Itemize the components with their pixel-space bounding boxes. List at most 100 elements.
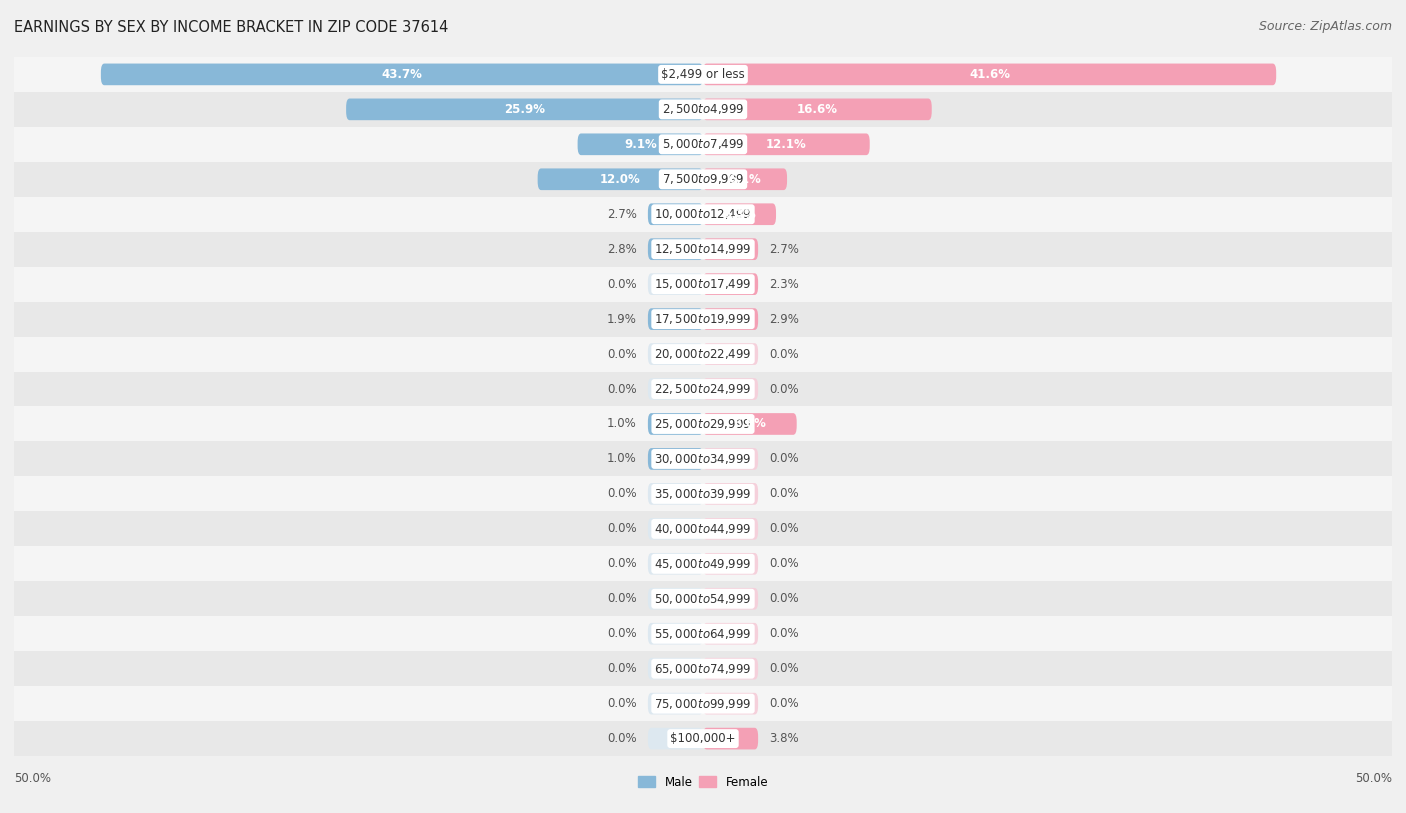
FancyBboxPatch shape — [648, 343, 703, 365]
Text: 5.3%: 5.3% — [723, 208, 756, 220]
Text: $35,000 to $39,999: $35,000 to $39,999 — [654, 487, 752, 501]
FancyBboxPatch shape — [648, 483, 703, 505]
Text: Source: ZipAtlas.com: Source: ZipAtlas.com — [1258, 20, 1392, 33]
Text: 6.8%: 6.8% — [734, 418, 766, 430]
Legend: Male, Female: Male, Female — [637, 776, 769, 789]
FancyBboxPatch shape — [703, 623, 758, 645]
FancyBboxPatch shape — [703, 518, 758, 540]
FancyBboxPatch shape — [648, 238, 703, 260]
Bar — [14, 162, 1392, 197]
Text: 12.0%: 12.0% — [600, 173, 641, 185]
FancyBboxPatch shape — [703, 658, 758, 680]
Text: $65,000 to $74,999: $65,000 to $74,999 — [654, 662, 752, 676]
Text: 1.0%: 1.0% — [607, 418, 637, 430]
FancyBboxPatch shape — [648, 273, 703, 295]
FancyBboxPatch shape — [648, 448, 703, 470]
Bar — [14, 267, 1392, 302]
Text: $25,000 to $29,999: $25,000 to $29,999 — [654, 417, 752, 431]
FancyBboxPatch shape — [703, 238, 758, 260]
Text: 2.7%: 2.7% — [607, 208, 637, 220]
Bar — [14, 197, 1392, 232]
Bar — [14, 337, 1392, 372]
Text: 0.0%: 0.0% — [769, 453, 799, 465]
Text: 12.1%: 12.1% — [766, 138, 807, 150]
Text: 0.0%: 0.0% — [607, 383, 637, 395]
Bar — [14, 232, 1392, 267]
Bar — [14, 441, 1392, 476]
FancyBboxPatch shape — [703, 168, 787, 190]
Bar — [14, 302, 1392, 337]
Text: 0.0%: 0.0% — [607, 558, 637, 570]
FancyBboxPatch shape — [537, 168, 703, 190]
Text: $75,000 to $99,999: $75,000 to $99,999 — [654, 697, 752, 711]
Text: 0.0%: 0.0% — [607, 663, 637, 675]
Text: $2,499 or less: $2,499 or less — [661, 68, 745, 80]
Bar — [14, 127, 1392, 162]
Bar — [14, 406, 1392, 441]
Text: 3.8%: 3.8% — [769, 733, 799, 745]
Text: 43.7%: 43.7% — [381, 68, 422, 80]
FancyBboxPatch shape — [101, 63, 703, 85]
FancyBboxPatch shape — [648, 588, 703, 610]
Text: 2.3%: 2.3% — [769, 278, 799, 290]
Bar — [14, 546, 1392, 581]
Text: $100,000+: $100,000+ — [671, 733, 735, 745]
FancyBboxPatch shape — [703, 553, 758, 575]
Text: 0.0%: 0.0% — [769, 488, 799, 500]
FancyBboxPatch shape — [578, 133, 703, 155]
Text: 0.0%: 0.0% — [769, 348, 799, 360]
Text: 0.0%: 0.0% — [607, 733, 637, 745]
FancyBboxPatch shape — [703, 343, 758, 365]
Text: 0.0%: 0.0% — [607, 593, 637, 605]
Text: 0.0%: 0.0% — [607, 523, 637, 535]
Text: EARNINGS BY SEX BY INCOME BRACKET IN ZIP CODE 37614: EARNINGS BY SEX BY INCOME BRACKET IN ZIP… — [14, 20, 449, 35]
FancyBboxPatch shape — [648, 728, 703, 750]
Text: 2.9%: 2.9% — [769, 313, 799, 325]
FancyBboxPatch shape — [648, 518, 703, 540]
FancyBboxPatch shape — [346, 98, 703, 120]
Bar — [14, 581, 1392, 616]
Bar — [14, 372, 1392, 406]
Bar — [14, 721, 1392, 756]
Text: 0.0%: 0.0% — [769, 383, 799, 395]
Text: 6.1%: 6.1% — [728, 173, 762, 185]
Text: 16.6%: 16.6% — [797, 103, 838, 115]
FancyBboxPatch shape — [703, 203, 776, 225]
Text: 0.0%: 0.0% — [769, 558, 799, 570]
Text: 0.0%: 0.0% — [769, 663, 799, 675]
FancyBboxPatch shape — [703, 133, 870, 155]
FancyBboxPatch shape — [703, 378, 758, 400]
FancyBboxPatch shape — [703, 588, 758, 610]
Text: 0.0%: 0.0% — [769, 593, 799, 605]
Text: $20,000 to $22,499: $20,000 to $22,499 — [654, 347, 752, 361]
Bar — [14, 476, 1392, 511]
Text: 0.0%: 0.0% — [769, 628, 799, 640]
Text: $2,500 to $4,999: $2,500 to $4,999 — [662, 102, 744, 116]
Text: 50.0%: 50.0% — [14, 772, 51, 785]
Text: $10,000 to $12,499: $10,000 to $12,499 — [654, 207, 752, 221]
Text: 0.0%: 0.0% — [607, 628, 637, 640]
FancyBboxPatch shape — [648, 658, 703, 680]
Text: 50.0%: 50.0% — [1355, 772, 1392, 785]
FancyBboxPatch shape — [703, 413, 797, 435]
FancyBboxPatch shape — [648, 378, 703, 400]
FancyBboxPatch shape — [703, 448, 758, 470]
FancyBboxPatch shape — [648, 308, 703, 330]
Bar — [14, 686, 1392, 721]
Text: $22,500 to $24,999: $22,500 to $24,999 — [654, 382, 752, 396]
Text: 1.0%: 1.0% — [607, 453, 637, 465]
Bar — [14, 92, 1392, 127]
FancyBboxPatch shape — [648, 693, 703, 715]
Text: 0.0%: 0.0% — [607, 488, 637, 500]
Text: $17,500 to $19,999: $17,500 to $19,999 — [654, 312, 752, 326]
Text: 0.0%: 0.0% — [769, 698, 799, 710]
Text: $40,000 to $44,999: $40,000 to $44,999 — [654, 522, 752, 536]
FancyBboxPatch shape — [703, 273, 758, 295]
FancyBboxPatch shape — [703, 728, 758, 750]
Text: 41.6%: 41.6% — [969, 68, 1010, 80]
Bar — [14, 651, 1392, 686]
Text: $55,000 to $64,999: $55,000 to $64,999 — [654, 627, 752, 641]
FancyBboxPatch shape — [703, 63, 1277, 85]
Text: $30,000 to $34,999: $30,000 to $34,999 — [654, 452, 752, 466]
Text: $7,500 to $9,999: $7,500 to $9,999 — [662, 172, 744, 186]
